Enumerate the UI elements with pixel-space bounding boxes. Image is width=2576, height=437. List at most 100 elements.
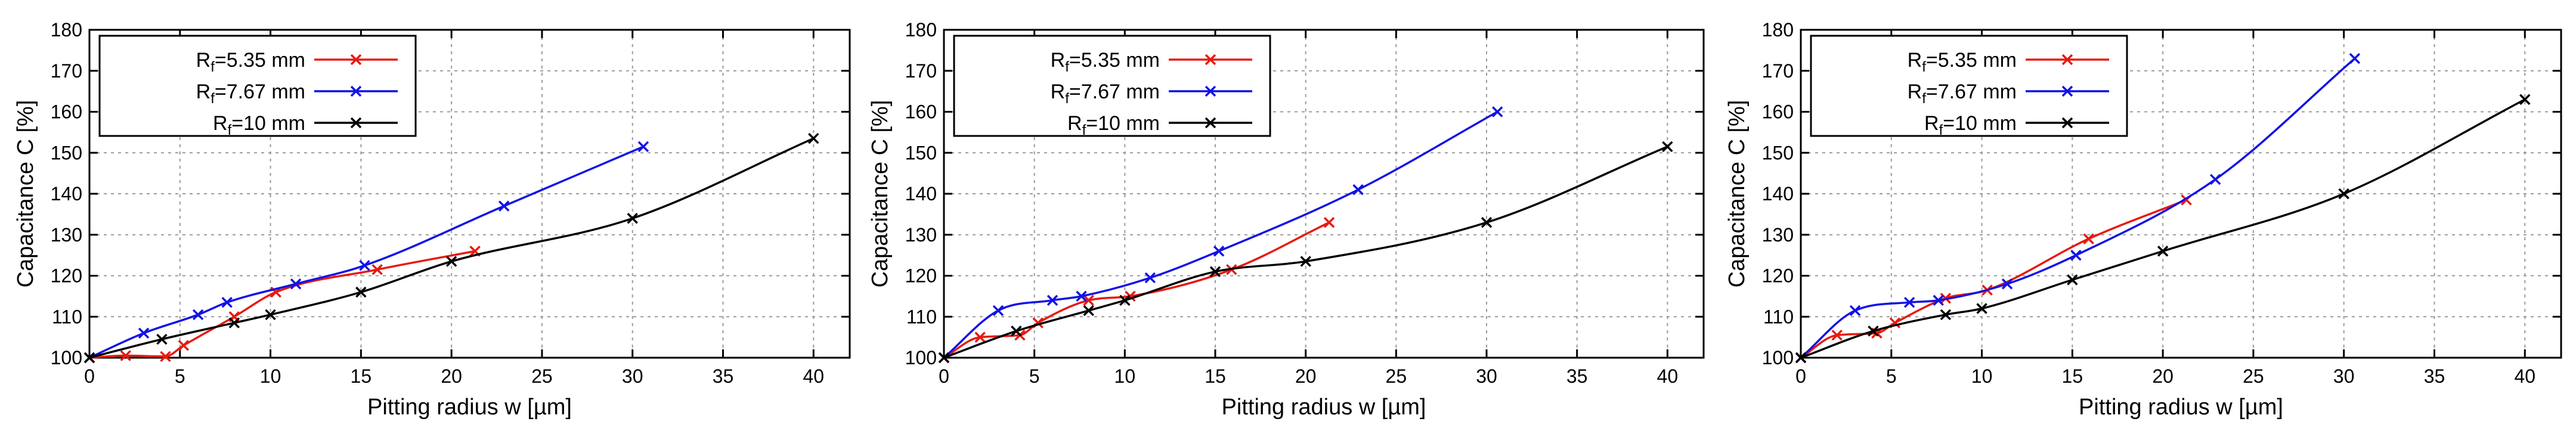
- data-point: [1119, 295, 1131, 306]
- series-line: [1800, 57, 2356, 359]
- legend: Rf=5.35 mm Rf=7.67 mm Rf=10 mm: [953, 35, 1271, 138]
- chart-panel-1: 0 5 10 15 20 25 30 35 40 100 110 120 130 140 150 160 170…: [13, 19, 851, 420]
- x-tick-label: 40: [803, 365, 824, 387]
- x-tick-label: 35: [1566, 365, 1588, 387]
- chart-panel-3: 0 5 10 15 20 25 30 35 40 100 110 120 130 140 150 160 170…: [1724, 19, 2562, 420]
- legend-marker: [2061, 85, 2073, 97]
- x-tick-label: 20: [2152, 365, 2174, 387]
- x-tick-label: 40: [2514, 365, 2535, 387]
- y-tick-label: 180: [51, 19, 82, 41]
- y-tick-label: 110: [1763, 306, 1794, 327]
- data-point: [355, 286, 367, 298]
- data-point: [228, 317, 240, 328]
- legend-marker: [350, 117, 362, 129]
- data-point: [992, 305, 1004, 317]
- data-point: [178, 340, 190, 351]
- data-point: [2001, 278, 2013, 290]
- data-point: [1209, 266, 1221, 277]
- legend-marker: [1205, 117, 1216, 129]
- series-line: [943, 221, 1330, 359]
- x-tick-label: 15: [2062, 365, 2083, 387]
- data-point: [1940, 309, 1952, 321]
- y-tick-label: 150: [1762, 142, 1794, 163]
- legend-marker: [350, 85, 362, 97]
- data-point: [808, 132, 819, 144]
- x-tick-label: 35: [2424, 365, 2445, 387]
- x-tick-label: 10: [1114, 365, 1136, 387]
- data-point: [1831, 329, 1843, 341]
- data-point: [1083, 305, 1094, 317]
- x-tick-label: 0: [939, 365, 949, 387]
- y-tick-label: 130: [1762, 224, 1794, 246]
- x-tick-label: 35: [713, 365, 734, 387]
- data-point: [2209, 173, 2221, 185]
- y-tick-label: 110: [52, 306, 82, 327]
- y-tick-label: 100: [905, 347, 937, 368]
- y-tick-label: 160: [51, 101, 82, 123]
- data-point: [290, 278, 302, 290]
- data-point: [221, 296, 233, 308]
- data-point: [1481, 216, 1493, 228]
- legend-label: Rf=10 mm: [1067, 112, 1160, 138]
- x-axis-label: Pitting radius w [µm]: [367, 395, 572, 420]
- y-tick-label: 120: [1762, 265, 1794, 287]
- data-point: [2157, 246, 2169, 257]
- x-tick-label: 5: [1886, 365, 1897, 387]
- data-point: [2083, 233, 2094, 244]
- x-tick-label: 30: [2333, 365, 2355, 387]
- y-tick-label: 160: [905, 101, 937, 123]
- series-3: [83, 132, 819, 364]
- data-point: [2519, 94, 2531, 106]
- data-point: [1662, 141, 1673, 153]
- data-point: [371, 264, 383, 275]
- x-tick-label: 0: [1795, 365, 1806, 387]
- y-tick-label: 170: [51, 60, 82, 82]
- x-tick-label: 25: [2243, 365, 2264, 387]
- data-point: [1144, 272, 1156, 284]
- data-point: [120, 350, 131, 361]
- y-tick-label: 140: [905, 183, 937, 204]
- data-point: [138, 327, 150, 339]
- data-point: [2338, 188, 2349, 200]
- y-tick-label: 160: [1762, 101, 1794, 123]
- legend-marker: [2061, 117, 2073, 129]
- data-point: [627, 213, 638, 224]
- x-tick-label: 15: [351, 365, 372, 387]
- series-2: [83, 141, 649, 364]
- legend-label: Rf=7.67 mm: [1908, 80, 2017, 107]
- data-point: [1795, 352, 1807, 364]
- data-point: [2067, 274, 2078, 286]
- legend-label: Rf=7.67 mm: [196, 80, 305, 107]
- x-axis-label: Pitting radius w [µm]: [1222, 395, 1426, 420]
- data-point: [974, 331, 986, 343]
- y-tick-label: 130: [51, 224, 82, 246]
- series-line: [1800, 199, 2187, 359]
- y-tick-label: 140: [51, 183, 82, 204]
- data-point: [1083, 295, 1094, 306]
- data-point: [637, 141, 649, 153]
- y-axis-label: Capacitance C [%]: [868, 100, 893, 288]
- series-1: [938, 216, 1335, 364]
- legend-label: Rf=7.67 mm: [1051, 80, 1160, 107]
- series-3: [938, 141, 1673, 364]
- legend-box: [98, 35, 417, 137]
- y-tick-label: 140: [1762, 183, 1794, 204]
- y-tick-label: 170: [1762, 60, 1794, 82]
- y-tick-label: 100: [51, 347, 82, 368]
- x-tick-label: 15: [1205, 365, 1226, 387]
- x-tick-label: 20: [441, 365, 462, 387]
- data-point: [160, 351, 171, 362]
- y-tick-label: 130: [905, 224, 937, 246]
- data-point: [83, 352, 95, 364]
- data-point: [1076, 290, 1087, 302]
- series-line: [943, 145, 1668, 359]
- data-point: [1300, 256, 1311, 267]
- data-point: [1046, 295, 1058, 306]
- series-line: [89, 145, 644, 359]
- x-axis-label: Pitting radius w [µm]: [2079, 395, 2283, 420]
- legend-label: Rf=5.35 mm: [1908, 49, 2017, 75]
- legend-marker: [2061, 54, 2073, 66]
- legend: Rf=5.35 mm Rf=7.67 mm Rf=10 mm: [98, 35, 417, 138]
- y-tick-label: 110: [906, 306, 937, 327]
- x-tick-label: 30: [1476, 365, 1497, 387]
